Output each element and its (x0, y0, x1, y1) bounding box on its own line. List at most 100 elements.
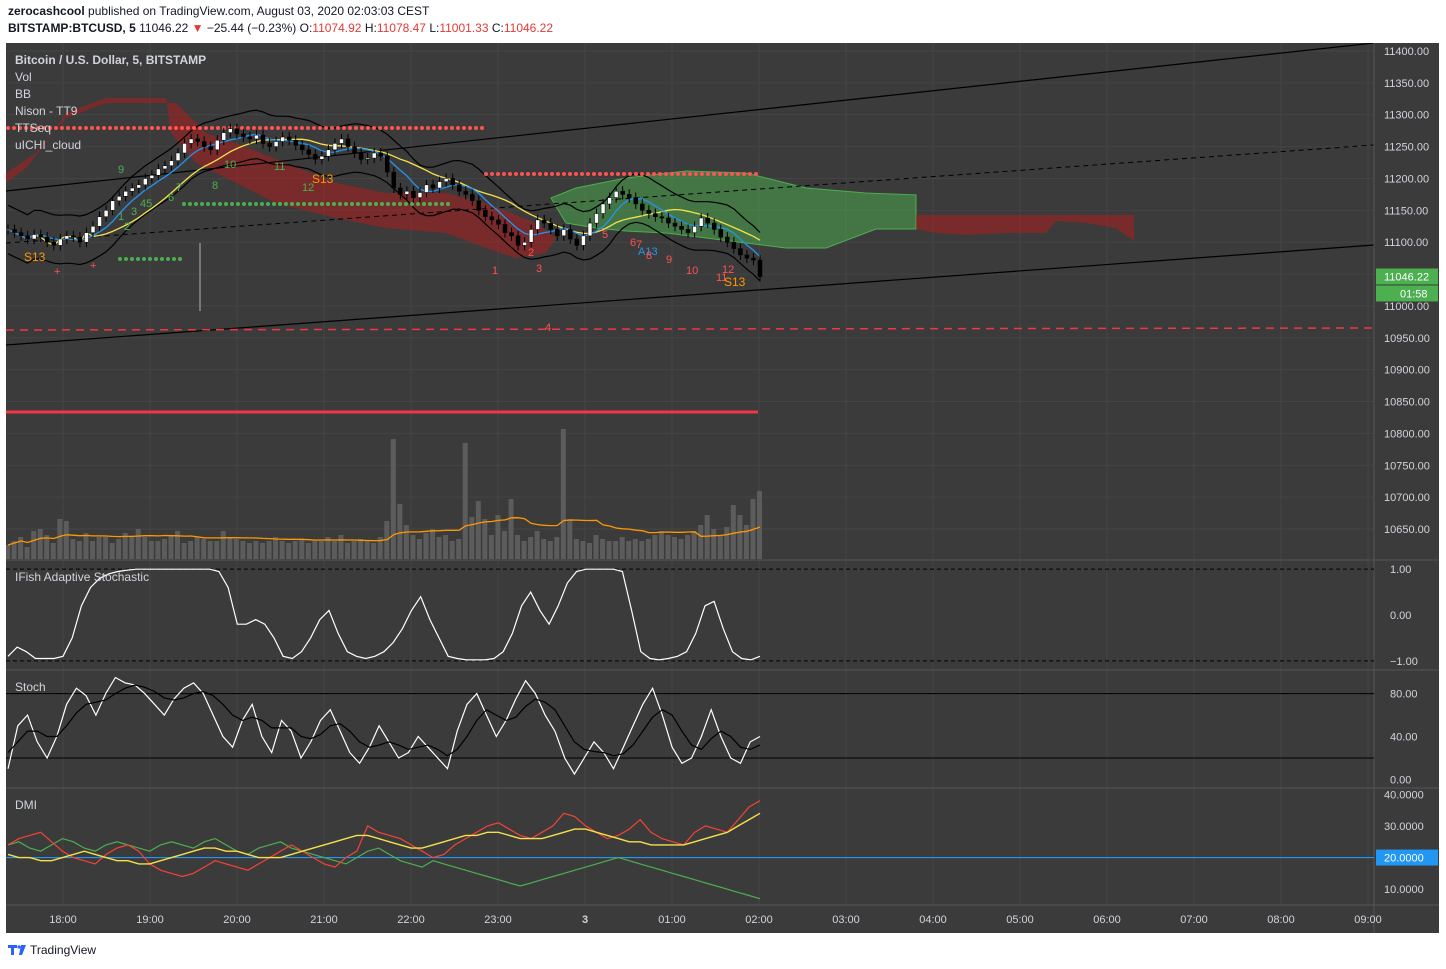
candle-body (424, 184, 429, 193)
volume-bar (698, 525, 704, 559)
support-dot (142, 257, 146, 261)
price-tick-label: 10850.00 (1384, 397, 1430, 409)
volume-bar (613, 541, 619, 559)
resistance-dot (694, 172, 698, 176)
resistance-dot (318, 126, 322, 130)
candle-body (692, 226, 697, 233)
candle-body (751, 257, 756, 261)
volume-bar (201, 539, 207, 559)
candle-body (18, 232, 24, 237)
candle-body (646, 210, 652, 214)
candle-body (149, 175, 155, 179)
candle-body (711, 222, 717, 230)
support-dot (368, 202, 372, 206)
open-label: O: (299, 21, 313, 35)
resistance-dot (712, 172, 716, 176)
candle-body (476, 200, 482, 211)
resistance-dot (616, 172, 620, 176)
price-tick-label: 11150.00 (1384, 205, 1428, 217)
resistance-dot (306, 126, 310, 130)
candle-body (483, 210, 488, 217)
support-dot (166, 257, 170, 261)
resistance-dot (438, 126, 442, 130)
volume-bar (390, 439, 396, 559)
candle-body (201, 141, 207, 147)
last-price-badge (1376, 268, 1438, 285)
candle-body (352, 146, 357, 154)
tradingview-logo-icon[interactable] (8, 943, 26, 957)
dmi-tick-label: 10.0000 (1384, 884, 1424, 896)
channel-upper-line (6, 43, 1375, 192)
candle-body (254, 134, 259, 140)
volume-bar (188, 541, 194, 559)
support-dot (302, 202, 306, 206)
volume-bar (103, 537, 109, 559)
candle-body (116, 196, 122, 202)
resistance-dot (754, 172, 758, 176)
candle-body (208, 146, 213, 151)
resistance-dot (288, 126, 292, 130)
candle-body (221, 132, 227, 141)
ifish-title: IFish Adaptive Stochastic (15, 570, 149, 584)
sequence-label: 1 (118, 211, 124, 223)
candle-body (286, 136, 292, 141)
support-dot (272, 202, 276, 206)
symbol-label[interactable]: BITSTAMP:BTCUSD, 5 (8, 21, 136, 35)
volume-bar (541, 539, 547, 559)
resistance-dot (402, 126, 406, 130)
indicator-legend-item: Nison - TT9 (15, 104, 78, 118)
support-dot (404, 202, 408, 206)
close-label: C: (491, 21, 504, 35)
resistance-dot (150, 126, 154, 130)
resistance-dot (480, 126, 484, 130)
resistance-dot (258, 126, 262, 130)
time-tick-label: 07:00 (1180, 914, 1208, 926)
resistance-dot (24, 126, 28, 130)
support-dot (422, 202, 426, 206)
resistance-dot (354, 126, 358, 130)
volume-bar (351, 541, 357, 559)
candle-body (247, 136, 253, 140)
change-arrow-icon: ▼ (191, 21, 204, 35)
time-tick-label: 03:00 (832, 914, 860, 926)
candle-body (84, 232, 89, 243)
resistance-dot (114, 126, 118, 130)
candle-body (437, 181, 442, 189)
volume-bar (743, 525, 749, 559)
author-name[interactable]: zerocashcool (8, 4, 85, 18)
candle-body (339, 138, 344, 144)
support-dot (356, 202, 360, 206)
price-tick-label: 11200.00 (1384, 173, 1429, 185)
volume-bar (161, 539, 167, 559)
candle-body (195, 138, 200, 142)
sequence-label: 11 (274, 161, 285, 173)
volume-bar (534, 531, 540, 559)
resistance-dot (42, 126, 46, 130)
resistance-dot (396, 126, 400, 130)
candle-body (6, 229, 11, 231)
volume-bar (423, 533, 429, 559)
brand-name[interactable]: TradingView (30, 943, 97, 957)
support-dot (212, 202, 216, 206)
resistance-dot (508, 172, 512, 176)
volume-bar (181, 543, 187, 559)
sequence-label: 9 (666, 254, 672, 266)
support-dot (434, 202, 438, 206)
indicator-legend-item: uICHI_cloud (15, 138, 81, 152)
resistance-dot (102, 126, 106, 130)
resistance-dot (450, 126, 454, 130)
candle-body (541, 219, 547, 224)
sequence-label: 6 (168, 192, 174, 204)
support-dot (314, 202, 318, 206)
volume-bar (148, 541, 154, 559)
price-tick-label: 10950.00 (1384, 333, 1430, 345)
candle-body (110, 200, 115, 211)
volume-bar (279, 541, 285, 559)
candle-body (411, 190, 416, 198)
chart-title: Bitcoin / U.S. Dollar, 5, BITSTAMP (15, 53, 206, 67)
volume-bar (704, 515, 710, 559)
volume-bar (318, 541, 324, 559)
volume-bar (580, 541, 586, 559)
close-value: 11046.22 (503, 21, 554, 35)
